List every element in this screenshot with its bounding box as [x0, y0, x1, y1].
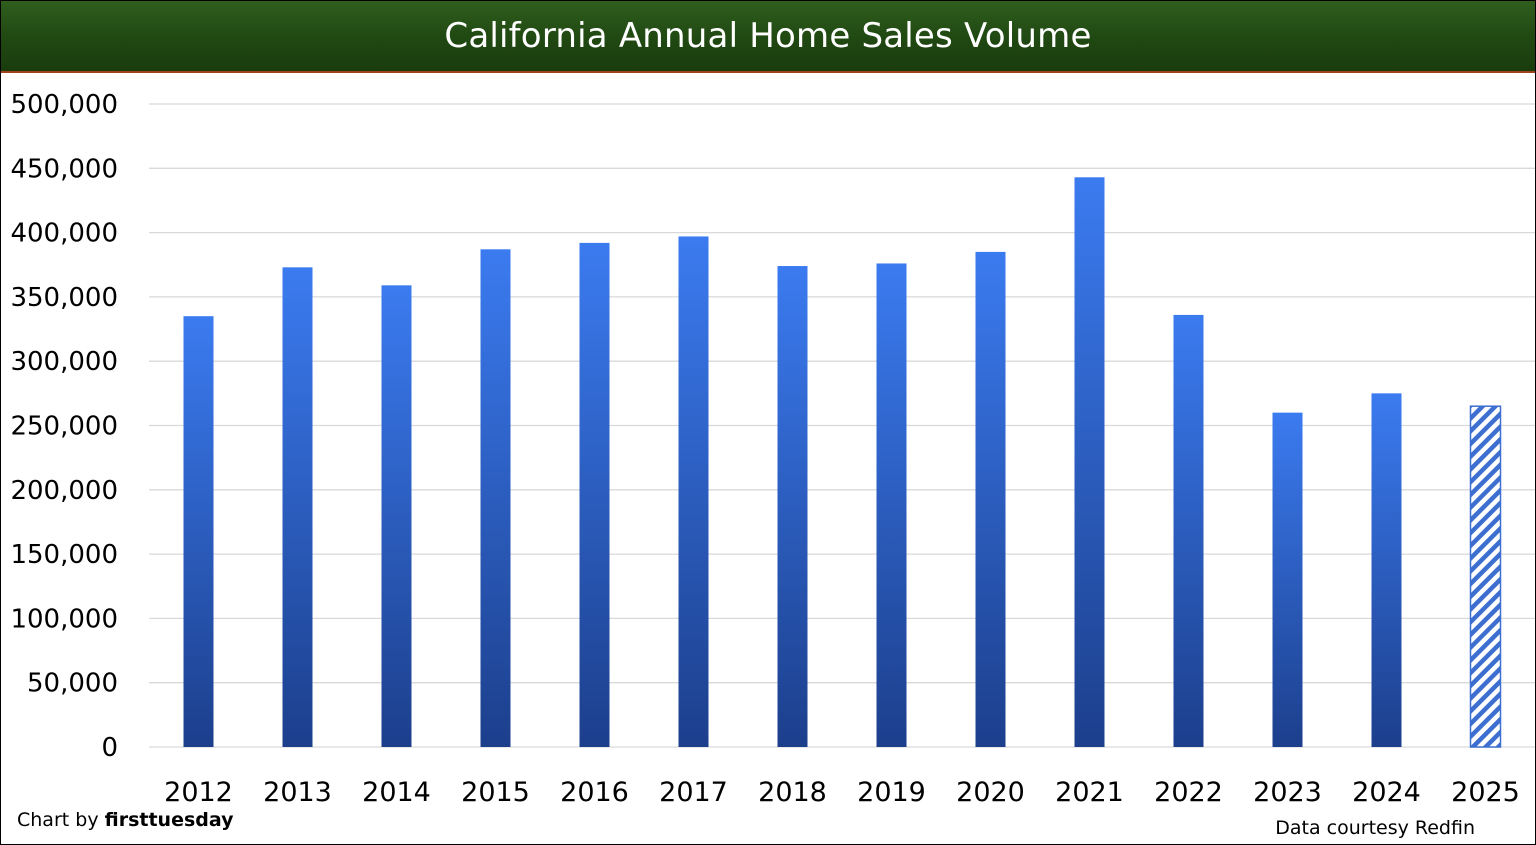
x-tick-label: 2012: [164, 777, 233, 808]
bar-2024: [1371, 393, 1402, 747]
chart-credit: Chart by firsttuesday: [17, 809, 233, 831]
bar-2023: [1272, 412, 1303, 747]
x-tick-label: 2014: [362, 777, 431, 808]
x-tick-label: 2018: [758, 777, 827, 808]
bar-2025: [1469, 405, 1502, 748]
x-tick-label: 2020: [956, 777, 1025, 808]
bar-2020: [975, 251, 1006, 747]
bar-2019: [876, 263, 907, 747]
y-tick-label: 50,000: [27, 669, 118, 699]
bar-2022: [1173, 314, 1204, 747]
bar-2018: [777, 266, 808, 747]
x-tick-label: 2015: [461, 777, 530, 808]
credit-prefix: Chart by: [17, 809, 105, 831]
y-tick-label: 250,000: [10, 412, 118, 442]
y-tick-label: 500,000: [10, 90, 118, 120]
x-tick-label: 2016: [560, 777, 629, 808]
bar-2012: [183, 316, 214, 747]
chart-title: California Annual Home Sales Volume: [444, 16, 1092, 56]
x-tick-label: 2025: [1451, 777, 1520, 808]
y-tick-label: 350,000: [10, 283, 118, 313]
y-tick-label: 100,000: [10, 604, 118, 634]
gridlines: [149, 103, 1535, 748]
x-tick-label: 2019: [857, 777, 926, 808]
bar-2021: [1074, 177, 1105, 747]
chart-header: California Annual Home Sales Volume: [1, 1, 1535, 73]
x-tick-label: 2013: [263, 777, 332, 808]
x-tick-label: 2021: [1055, 777, 1124, 808]
bars: [183, 177, 1502, 748]
credit-brand: firsttuesday: [104, 809, 234, 831]
y-axis-ticks: 0 50,000 100,000 150,000 200,000 250,000 300,0…: [10, 90, 118, 763]
bar-2017: [678, 236, 709, 747]
data-source: Data courtesy Redfin: [1275, 817, 1475, 839]
x-tick-label: 2024: [1352, 777, 1421, 808]
y-tick-label: 200,000: [10, 476, 118, 506]
bar-2016: [579, 242, 610, 747]
y-tick-label: 300,000: [10, 347, 118, 377]
y-tick-label: 150,000: [10, 540, 118, 570]
y-tick-label: 0: [101, 733, 118, 763]
y-tick-label: 400,000: [10, 219, 118, 249]
y-tick-label: 450,000: [10, 154, 118, 184]
x-tick-label: 2017: [659, 777, 728, 808]
x-tick-label: 2022: [1154, 777, 1223, 808]
x-axis-ticks: 2012 2013 2014 2015 2016 2017 2018 2019 2020 2021…: [164, 777, 1520, 808]
x-tick-label: 2023: [1253, 777, 1322, 808]
bar-2014: [381, 285, 412, 747]
bar-2015: [480, 249, 511, 747]
bar-2013: [282, 267, 313, 747]
